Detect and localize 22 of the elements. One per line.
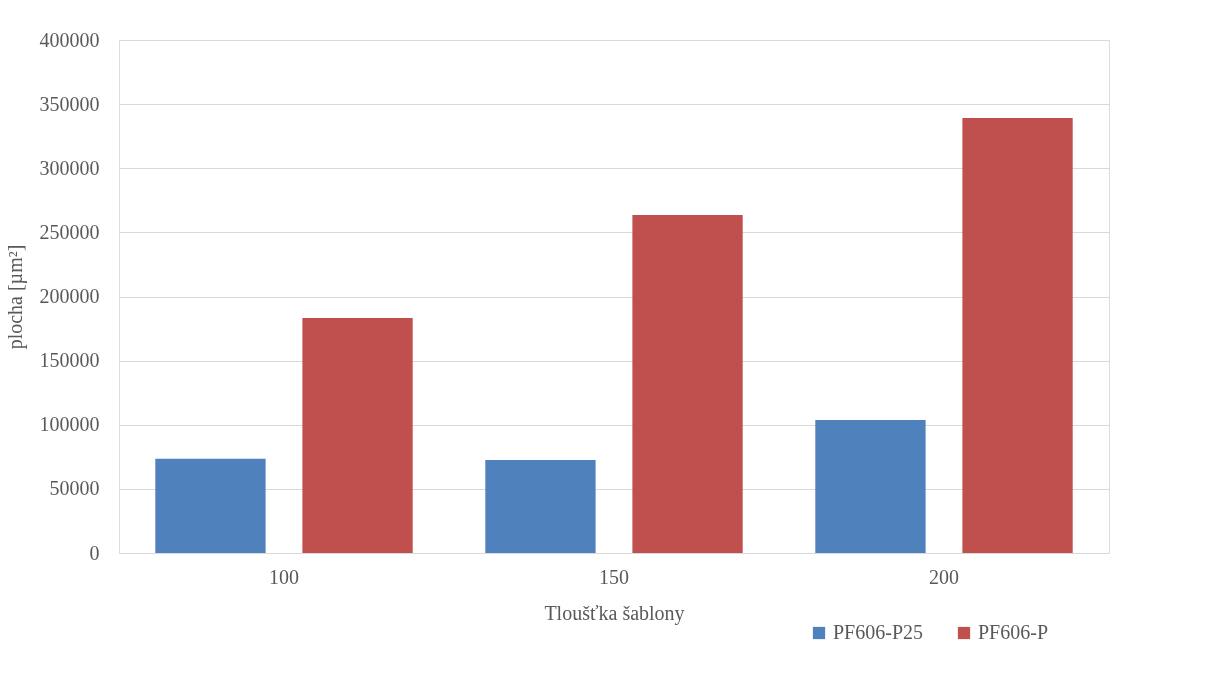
y-tick-label: 0 xyxy=(89,541,100,564)
x-tick-label: 100 xyxy=(269,565,299,588)
y-tick-label: 100000 xyxy=(39,413,100,436)
x-tick-label: 200 xyxy=(929,565,959,588)
y-tick-label: 200000 xyxy=(39,285,100,307)
legend-label: PF606-P xyxy=(978,621,1049,643)
y-tick-label: 300000 xyxy=(39,156,100,179)
bar xyxy=(155,458,266,553)
legend-label: PF606-P25 xyxy=(833,621,924,643)
x-tick-label: 150 xyxy=(599,565,629,588)
y-tick-label: 150000 xyxy=(39,349,100,372)
bar xyxy=(485,460,596,553)
y-tick-label: 350000 xyxy=(39,92,100,115)
y-tick-label: 400000 xyxy=(39,28,100,51)
y-tick-label: 50000 xyxy=(49,477,100,500)
y-axis-title: plocha [µm²] xyxy=(3,244,27,350)
x-axis-title: Tloušťka šablony xyxy=(544,601,685,625)
y-tick-label: 250000 xyxy=(39,220,100,243)
bar xyxy=(302,318,413,553)
bar xyxy=(815,420,926,553)
bar xyxy=(962,117,1073,553)
bar xyxy=(632,215,743,553)
